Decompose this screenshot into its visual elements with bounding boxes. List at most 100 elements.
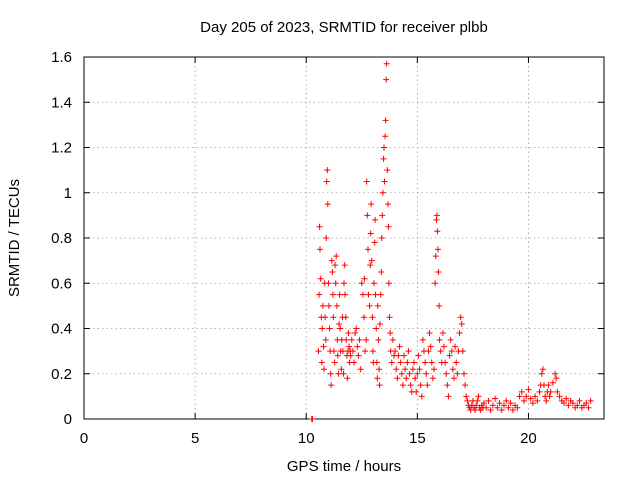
data-point <box>492 395 499 402</box>
data-point <box>451 375 457 382</box>
data-point <box>411 359 417 366</box>
data-point <box>348 336 355 343</box>
data-point <box>472 406 479 413</box>
y-tick-label: 0.2 <box>51 366 72 383</box>
data-point <box>583 400 590 407</box>
data-point <box>425 348 432 355</box>
data-point <box>351 359 357 366</box>
data-point <box>325 280 332 287</box>
data-point <box>386 314 393 321</box>
data-point <box>344 375 351 382</box>
data-point <box>423 370 430 377</box>
y-axis-title: SRMTID / TECUs <box>6 179 23 297</box>
data-point <box>377 291 384 298</box>
data-point <box>357 366 364 373</box>
data-point <box>412 375 419 382</box>
data-point <box>372 291 379 298</box>
chart-title: Day 205 of 2023, SRMTID for receiver plb… <box>200 19 488 36</box>
x-tick-label: 0 <box>80 430 88 447</box>
data-point <box>539 366 546 373</box>
data-point <box>427 343 434 350</box>
data-point <box>561 400 567 407</box>
data-point <box>367 262 374 269</box>
data-point <box>505 404 512 411</box>
data-point <box>396 343 403 350</box>
data-point <box>322 314 329 321</box>
data-point <box>395 352 402 359</box>
data-point <box>366 302 373 309</box>
y-tick-label: 0 <box>64 411 72 428</box>
data-point <box>339 348 346 355</box>
data-point <box>358 280 365 287</box>
data-point <box>457 314 464 321</box>
data-point <box>349 348 356 355</box>
ticks-layer: 0 5 10 15 20 0 0.2 0.4 0.6 0.8 1 1.2 1.4 1.6 <box>51 49 604 447</box>
data-point <box>331 359 338 366</box>
data-point <box>319 325 326 332</box>
data-point <box>442 359 449 366</box>
y-tick-label: 1.6 <box>51 49 72 66</box>
data-point <box>449 366 456 373</box>
data-point <box>379 212 386 219</box>
data-point <box>419 336 426 343</box>
data-point <box>452 343 459 350</box>
data-point <box>326 325 333 332</box>
data-point <box>318 359 325 366</box>
data-point <box>372 216 379 223</box>
data-point <box>324 201 331 208</box>
data-point <box>368 257 375 264</box>
data-point <box>342 291 349 298</box>
x-tick-label: 10 <box>298 430 315 447</box>
data-point <box>373 359 380 366</box>
data-point <box>355 352 362 359</box>
data-point <box>445 393 452 400</box>
data-point <box>507 400 514 407</box>
data-point <box>354 343 361 350</box>
data-point <box>405 348 412 355</box>
data-point <box>534 397 541 404</box>
data-point <box>343 336 350 343</box>
data-point <box>459 348 466 355</box>
data-point <box>431 366 437 373</box>
data-point <box>378 268 385 275</box>
x-tick-label: 15 <box>409 430 426 447</box>
data-point <box>319 302 326 309</box>
data-point <box>362 348 369 355</box>
data-point <box>398 370 405 377</box>
data-point <box>458 320 465 327</box>
data-point <box>481 400 487 407</box>
data-point <box>552 370 559 377</box>
data-point <box>527 395 534 402</box>
data-point <box>587 397 594 404</box>
data-point <box>329 291 336 298</box>
x-axis-title: GPS time / hours <box>287 458 401 475</box>
data-point <box>371 280 377 287</box>
data-point <box>388 359 395 366</box>
y-tick-label: 0.4 <box>51 321 72 338</box>
data-point <box>545 382 552 389</box>
data-point <box>385 201 391 208</box>
data-point <box>436 302 443 309</box>
data-point <box>323 235 330 241</box>
data-point <box>574 402 581 409</box>
data-point <box>393 366 400 373</box>
data-point <box>426 330 433 337</box>
data-point <box>434 228 441 235</box>
data-point <box>333 302 340 309</box>
grid-layer <box>84 57 604 419</box>
data-point <box>369 314 376 321</box>
data-point <box>327 370 334 377</box>
data-point <box>565 402 572 409</box>
data-point <box>546 393 553 400</box>
data-point <box>516 393 523 400</box>
data-point <box>389 336 396 343</box>
y-tick-label: 1 <box>64 185 72 202</box>
data-point <box>317 246 323 253</box>
data-point <box>554 388 561 395</box>
data-point <box>432 253 439 260</box>
data-point <box>448 348 455 355</box>
data-point <box>487 406 494 413</box>
data-point <box>385 223 392 230</box>
data-point <box>338 366 345 373</box>
